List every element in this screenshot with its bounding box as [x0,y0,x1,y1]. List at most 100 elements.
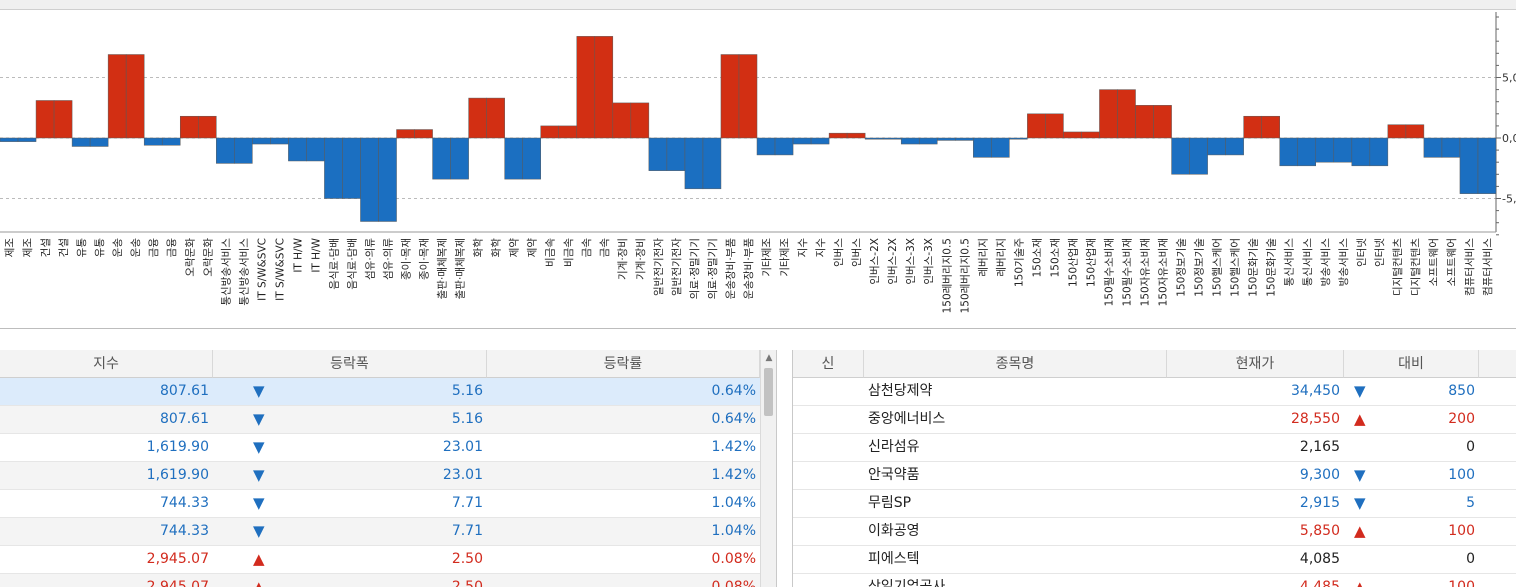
index-value: 744.33 [160,495,209,511]
table-row[interactable]: 807.61 ▼ 5.16 0.64% [0,378,760,406]
bar [1459,137,1479,194]
stock-name[interactable]: 이화공영 [868,523,920,539]
rate-value: 1.04% [711,495,756,511]
bar [1387,124,1407,139]
x-tick-label: 기타제조 [761,238,773,277]
stock-name[interactable]: 삼일기업공사 [868,579,946,587]
bar [937,137,956,141]
down-arrow-icon: ▼ [253,494,265,512]
col-header-change[interactable]: 등락폭 [213,350,487,378]
y-tick-label: -5, [1502,193,1516,206]
current-price: 5,850 [1299,523,1340,539]
diff-value: 100 [1448,579,1475,587]
stock-name[interactable]: 피에스텍 [868,551,920,567]
table-row[interactable]: 2,945.07 ▲ 2.50 0.08% [0,574,760,587]
x-tick-label: 건설 [58,238,70,257]
new-flag [793,546,864,573]
x-tick-label: 기계·장비 [617,238,629,280]
up-arrow-icon: ▲ [1354,578,1366,587]
diff-value: 100 [1448,467,1475,483]
x-tick-label: 유통 [76,238,88,258]
bar [414,129,433,139]
bar [1027,113,1046,139]
x-tick-label: 오락문화 [202,238,214,277]
bar [432,137,451,180]
x-tick-label: 150산업재 [1084,238,1097,287]
bar [1117,89,1136,139]
scroll-up-icon[interactable]: ▲ [765,353,773,363]
x-tick-label: 150자유소비재 [1158,238,1170,306]
table-row[interactable]: 삼일기업공사 4,485 ▲ 100 [793,574,1516,587]
x-tick-label: IT S/W&SVC [256,238,268,301]
x-tick-label: 150소재 [1031,238,1043,277]
col-header-index[interactable]: 지수 [0,350,213,378]
x-tick-label: 인터넷 [1374,238,1386,267]
col-header-diff[interactable]: 대비 [1344,350,1479,378]
index-table: 지수 등락폭 등락률 807.61 ▼ 5.16 0.64% 807.61 ▼ 5.16 0.… [0,350,777,587]
stock-name[interactable]: 안국약품 [868,467,920,483]
bar [828,132,848,139]
diff-value: 0 [1466,551,1475,567]
x-tick-label: 인버스 [851,238,863,267]
bar [1081,131,1100,139]
bar [1243,115,1262,139]
vertical-scrollbar[interactable]: ▲ [760,350,776,587]
bar [864,137,884,140]
x-tick-label: 금융 [166,238,178,258]
table-row[interactable]: 1,619.90 ▼ 23.01 1.42% [0,462,760,490]
table-row[interactable]: 744.33 ▼ 7.71 1.04% [0,518,760,546]
x-tick-label: 150자유소비재 [1140,238,1152,306]
scroll-thumb[interactable] [764,368,773,416]
rate-value: 0.64% [711,411,756,427]
bar [1207,137,1226,156]
bar [1477,137,1497,194]
bar [774,137,794,156]
table-row[interactable]: 2,945.07 ▲ 2.50 0.08% [0,546,760,574]
change-value: 5.16 [451,383,483,399]
col-header-name[interactable]: 종목명 [864,350,1167,378]
stock-name[interactable]: 중앙에너비스 [868,411,946,427]
stock-name[interactable]: 무림SP [868,495,912,511]
bar [504,137,523,180]
stock-name[interactable]: 삼천당제약 [868,383,933,399]
bar [71,137,91,147]
col-header-new[interactable]: 신 [793,350,864,378]
x-tick-label: 일반전기전자 [652,238,665,296]
bar [882,137,902,140]
up-arrow-icon: ▲ [253,578,265,587]
diff-value: 100 [1448,523,1475,539]
bar [360,137,379,222]
x-tick-label: 종이·목재 [401,238,413,280]
table-row[interactable]: 신라섬유 2,165 0 [793,434,1516,462]
rate-value: 1.04% [711,523,756,539]
down-arrow-icon: ▼ [253,466,265,484]
table-row[interactable]: 안국약품 9,300 ▼ 100 [793,462,1516,490]
table-row[interactable]: 피에스텍 4,085 0 [793,546,1516,574]
x-tick-label: 150정보기술 [1176,238,1188,297]
x-tick-label: 150필수소비재 [1122,238,1134,306]
col-header-rate[interactable]: 등락률 [487,350,760,378]
x-tick-label: 컴퓨터서비스 [1482,238,1494,296]
table-row[interactable]: 삼천당제약 34,450 ▼ 850 [793,378,1516,406]
rate-value: 0.08% [711,579,756,587]
change-value: 7.71 [451,495,483,511]
x-tick-label: 기계·장비 [635,238,647,280]
x-tick-label: 일반전기전자 [670,238,683,296]
stock-table: 신 종목명 현재가 대비 삼천당제약 34,450 ▼ 850 중앙에너비스 28,550… [792,350,1516,587]
bar [0,137,19,142]
table-row[interactable]: 807.61 ▼ 5.16 0.64% [0,406,760,434]
bar [1063,131,1082,139]
col-header-price[interactable]: 현재가 [1167,350,1344,378]
table-row[interactable]: 무림SP 2,915 ▼ 5 [793,490,1516,518]
table-row[interactable]: 이화공영 5,850 ▲ 100 [793,518,1516,546]
bar [720,54,740,139]
stock-name[interactable]: 신라섬유 [868,439,920,455]
x-tick-label: 제약 [509,238,521,258]
table-row[interactable]: 1,619.90 ▼ 23.01 1.42% [0,434,760,462]
bar [1297,137,1316,167]
bar [324,137,343,199]
bar [1351,137,1371,167]
x-tick-label: 150헬스케어 [1212,238,1224,297]
table-row[interactable]: 744.33 ▼ 7.71 1.04% [0,490,760,518]
table-row[interactable]: 중앙에너비스 28,550 ▲ 200 [793,406,1516,434]
